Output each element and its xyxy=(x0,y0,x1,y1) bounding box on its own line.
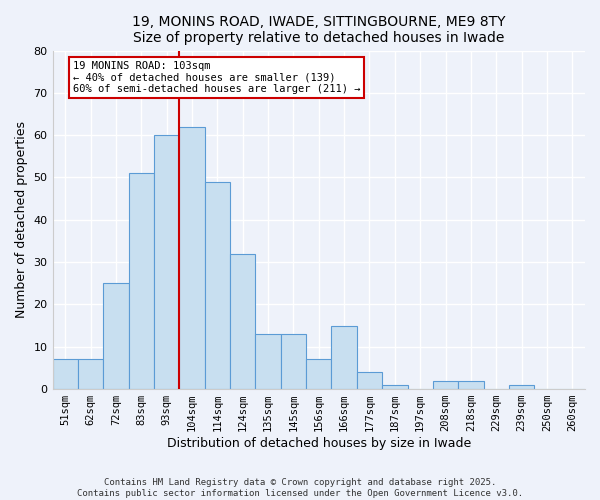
Bar xyxy=(256,334,281,389)
Bar xyxy=(281,334,306,389)
Bar xyxy=(230,254,256,389)
Bar xyxy=(357,372,382,389)
Bar xyxy=(154,135,179,389)
Bar xyxy=(509,385,534,389)
Y-axis label: Number of detached properties: Number of detached properties xyxy=(15,122,28,318)
Bar xyxy=(128,174,154,389)
Bar xyxy=(331,326,357,389)
X-axis label: Distribution of detached houses by size in Iwade: Distribution of detached houses by size … xyxy=(167,437,471,450)
Bar xyxy=(179,126,205,389)
Bar xyxy=(382,385,407,389)
Bar xyxy=(78,360,103,389)
Bar xyxy=(205,182,230,389)
Bar xyxy=(458,380,484,389)
Text: Contains HM Land Registry data © Crown copyright and database right 2025.
Contai: Contains HM Land Registry data © Crown c… xyxy=(77,478,523,498)
Bar xyxy=(306,360,331,389)
Bar xyxy=(433,380,458,389)
Text: 19 MONINS ROAD: 103sqm
← 40% of detached houses are smaller (139)
60% of semi-de: 19 MONINS ROAD: 103sqm ← 40% of detached… xyxy=(73,61,361,94)
Bar xyxy=(103,284,128,389)
Bar xyxy=(53,360,78,389)
Title: 19, MONINS ROAD, IWADE, SITTINGBOURNE, ME9 8TY
Size of property relative to deta: 19, MONINS ROAD, IWADE, SITTINGBOURNE, M… xyxy=(132,15,506,45)
